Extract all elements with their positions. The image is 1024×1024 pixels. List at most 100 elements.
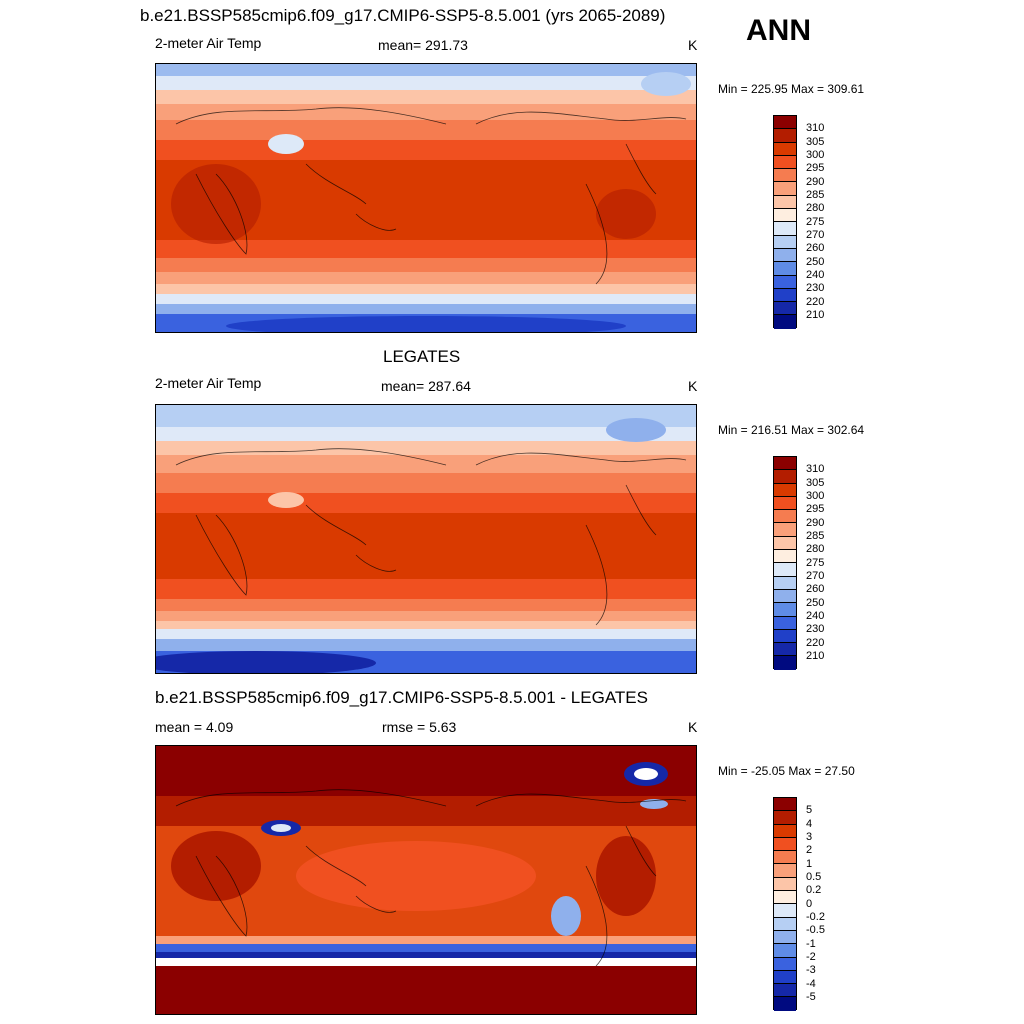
colorbar-label: 275	[806, 216, 825, 228]
colorbar-label: 0.2	[806, 884, 822, 896]
colorbar-label: -1	[806, 938, 816, 950]
colorbar-label: 3	[806, 831, 813, 843]
colorbar-label: -0.2	[806, 911, 825, 923]
colorbar-swatch	[774, 169, 796, 183]
colorbar-swatch	[774, 851, 796, 865]
colorbar-swatch	[774, 209, 796, 223]
colorbar-swatch	[774, 877, 796, 892]
colorbar-swatch	[774, 195, 796, 210]
colorbar-label: -4	[806, 978, 816, 990]
colorbar-label: 240	[806, 269, 825, 281]
panel-1-map-image	[156, 64, 696, 332]
colorbar-label: 270	[806, 229, 825, 241]
panel-2-minmax: Min = 216.51 Max = 302.64	[718, 423, 865, 437]
colorbar-label: 0.5	[806, 871, 822, 883]
panel-2-map	[155, 404, 697, 674]
colorbar-swatch	[774, 523, 796, 537]
colorbar-swatch	[774, 656, 796, 670]
colorbar-label: -5	[806, 991, 816, 1003]
colorbar-swatch	[774, 917, 796, 931]
panel-3-map-image	[156, 746, 696, 1014]
colorbar-label: 300	[806, 490, 825, 502]
colorbar-label: -0.5	[806, 924, 825, 936]
colorbar-swatch	[774, 235, 796, 249]
colorbar-label: 260	[806, 583, 825, 595]
panel-1-colorbar	[773, 115, 797, 329]
colorbar-swatch	[774, 891, 796, 905]
colorbar-label: 260	[806, 242, 825, 254]
colorbar-label: 280	[806, 202, 825, 214]
colorbar-swatch	[774, 315, 796, 329]
colorbar-swatch	[774, 496, 796, 511]
colorbar-swatch	[774, 129, 796, 143]
colorbar-label: 295	[806, 503, 825, 515]
colorbar-label: 250	[806, 597, 825, 609]
colorbar-label: 220	[806, 637, 825, 649]
colorbar-label: -3	[806, 964, 816, 976]
colorbar-swatch	[774, 142, 796, 156]
colorbar-swatch	[774, 483, 796, 497]
panel-2-variable-label: 2-meter Air Temp	[155, 375, 262, 391]
colorbar-swatch	[774, 262, 796, 276]
season-label: ANN	[746, 14, 811, 47]
colorbar-label: 4	[806, 818, 813, 830]
panel-3-minmax: Min = -25.05 Max = 27.50	[718, 764, 855, 778]
colorbar-label: 305	[806, 477, 825, 489]
colorbar-label: 310	[806, 463, 825, 475]
colorbar-swatch	[774, 837, 796, 852]
colorbar-swatch	[774, 984, 796, 998]
colorbar-swatch	[774, 288, 796, 303]
panel-3-rmse-label: rmse = 5.63	[382, 719, 457, 735]
colorbar-swatch	[774, 864, 796, 878]
colorbar-swatch	[774, 116, 796, 130]
colorbar-swatch	[774, 930, 796, 945]
colorbar-label: 210	[806, 650, 825, 662]
colorbar-swatch	[774, 182, 796, 196]
colorbar-label: 310	[806, 122, 825, 134]
colorbar-swatch	[774, 824, 796, 838]
panel-2-mean-label: mean= 287.64	[381, 378, 471, 394]
colorbar-label: 290	[806, 517, 825, 529]
colorbar-swatch	[774, 603, 796, 617]
colorbar-label: -2	[806, 951, 816, 963]
panel-2-colorbar	[773, 456, 797, 670]
colorbar-label: 230	[806, 282, 825, 294]
colorbar-label: 300	[806, 149, 825, 161]
colorbar-label: 240	[806, 610, 825, 622]
colorbar-label: 1	[806, 858, 813, 870]
colorbar-swatch	[774, 563, 796, 577]
colorbar-label: 285	[806, 530, 825, 542]
colorbar-swatch	[774, 629, 796, 644]
panel-1-mean-label: mean= 291.73	[378, 37, 468, 53]
colorbar-swatch	[774, 275, 796, 289]
colorbar-label: 275	[806, 557, 825, 569]
colorbar-swatch	[774, 811, 796, 825]
panel-3-colorbar	[773, 797, 797, 1011]
colorbar-swatch	[774, 302, 796, 316]
panel-3-map	[155, 745, 697, 1015]
colorbar-swatch	[774, 536, 796, 551]
colorbar-swatch	[774, 155, 796, 170]
panel-2-title: LEGATES	[383, 347, 461, 366]
colorbar-swatch	[774, 904, 796, 918]
panel-3-mean-label: mean = 4.09	[155, 719, 234, 735]
colorbar-swatch	[774, 470, 796, 484]
colorbar-swatch	[774, 616, 796, 630]
colorbar-swatch	[774, 798, 796, 812]
colorbar-label: 280	[806, 543, 825, 555]
colorbar-swatch	[774, 997, 796, 1011]
colorbar-swatch	[774, 970, 796, 985]
colorbar-swatch	[774, 957, 796, 971]
colorbar-swatch	[774, 510, 796, 524]
panel-1-title: b.e21.BSSP585cmip6.f09_g17.CMIP6-SSP5-8.…	[140, 6, 666, 25]
colorbar-label: 295	[806, 162, 825, 174]
panel-1-map	[155, 63, 697, 333]
colorbar-swatch	[774, 643, 796, 657]
panel-1-variable-label: 2-meter Air Temp	[155, 35, 262, 51]
colorbar-swatch	[774, 576, 796, 590]
colorbar-label: 0	[806, 898, 813, 910]
panel-2-map-image	[156, 405, 696, 673]
colorbar-label: 230	[806, 623, 825, 635]
colorbar-swatch	[774, 248, 796, 263]
colorbar-swatch	[774, 944, 796, 958]
